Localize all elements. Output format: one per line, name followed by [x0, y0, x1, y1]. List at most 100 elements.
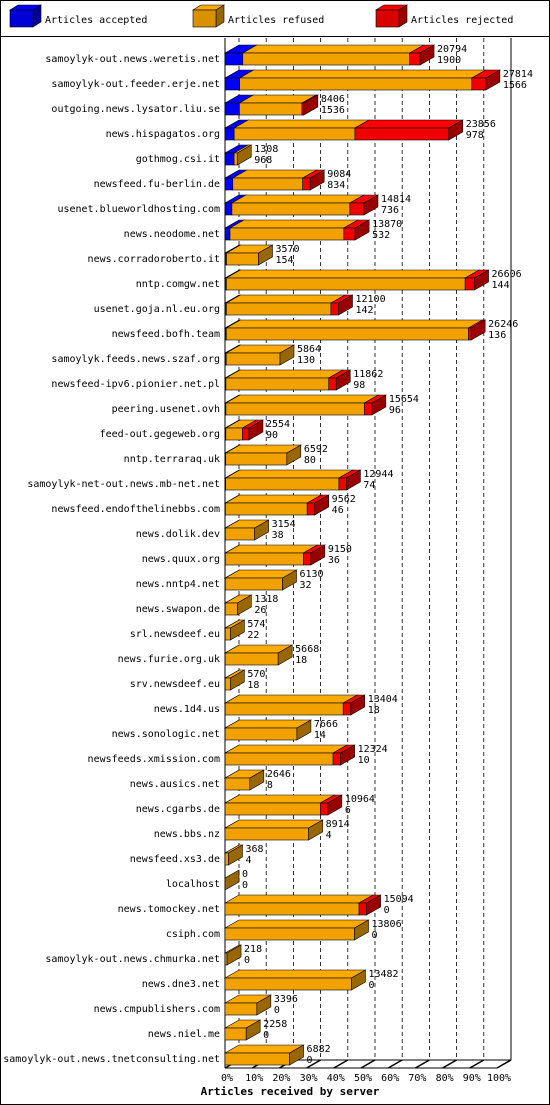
bar-top: [224, 544, 319, 554]
bar-segment: [224, 977, 352, 991]
total-label: 3154: [272, 519, 296, 530]
accepted-label: 98: [353, 380, 365, 391]
tick-mark: [306, 1059, 321, 1069]
bar-segment: [358, 902, 367, 916]
bar-segment: [224, 677, 231, 691]
bar-top: [353, 119, 464, 129]
x-tick-label: 50%: [354, 1073, 372, 1084]
y-tick-label: news.dne3.net: [142, 979, 220, 990]
y-tick-label: news.cgarbs.de: [136, 804, 220, 815]
bar-side: [254, 519, 269, 541]
bar-side: [258, 244, 273, 266]
bar-segment: [224, 102, 240, 116]
bar-top: [225, 319, 484, 329]
x-tick-label: 40%: [327, 1073, 345, 1084]
total-label: 13870: [372, 219, 402, 230]
bar-side: [289, 1044, 304, 1066]
bar-side: [230, 669, 245, 691]
accepted-label: 96: [389, 405, 401, 416]
accepted-label: 532: [372, 230, 390, 241]
bar-side: [277, 644, 293, 666]
bar-segment: [224, 1052, 290, 1066]
bar-segment: [224, 952, 228, 966]
bar-top: [224, 494, 323, 504]
bar-segment: [225, 577, 283, 591]
bar-side: [236, 144, 252, 166]
y-tick-label: srl.newsdeef.eu: [130, 629, 220, 640]
bar-segment: [468, 327, 472, 341]
bar-segment: [233, 127, 356, 141]
bar-segment: [224, 702, 344, 716]
legend-label: Articles refused: [228, 15, 324, 26]
total-label: 6130: [299, 569, 323, 580]
bar-side: [366, 894, 381, 916]
y-tick-label: news.tomockey.net: [118, 904, 220, 915]
accepted-label: 26: [254, 605, 266, 616]
x-axis-title: Articles received by server: [201, 1085, 380, 1098]
y-tick-label: news.hispagatos.org: [106, 129, 220, 140]
y-tick-label: newsfeed-ipv6.pionier.net.pl: [51, 379, 220, 390]
accepted-label: 144: [492, 280, 510, 291]
accepted-label: 130: [297, 355, 315, 366]
bar-segment: [224, 627, 231, 641]
bar-side: [354, 219, 370, 241]
total-label: 26246: [488, 319, 518, 330]
accepted-label: 736: [381, 205, 399, 216]
bar-side: [363, 194, 379, 216]
accepted-label: 10: [358, 755, 370, 766]
y-tick-label: csiph.com: [166, 929, 220, 940]
y-tick-label: news.dolik.dev: [136, 529, 220, 540]
bar-segment: [302, 177, 311, 191]
y-tick-label: news.neodome.net: [124, 229, 220, 240]
total-label: 6592: [304, 444, 328, 455]
bar-side: [226, 944, 242, 966]
total-label: 9150: [328, 544, 352, 555]
bar-segment: [225, 502, 308, 516]
bar-segment: [225, 402, 365, 416]
y-tick-label: usenet.goja.nl.eu.org: [94, 304, 220, 315]
x-tick-label: 70%: [408, 1073, 426, 1084]
y-tick-label: news.nntp4.net: [136, 579, 220, 590]
bar-segment: [225, 527, 255, 541]
bar-segment: [224, 777, 251, 791]
bar-segment: [242, 427, 250, 441]
bar-segment: [225, 427, 243, 441]
total-label: 12324: [358, 744, 388, 755]
accepted-label: 46: [332, 505, 344, 516]
bar-side: [224, 869, 240, 891]
y-tick-label: news.furie.org.uk: [118, 654, 220, 665]
bar-segment: [224, 177, 234, 191]
bar-segment: [224, 152, 235, 166]
bar-segment: [224, 1027, 247, 1041]
bar-side: [256, 994, 272, 1016]
y-tick-label: news.cmpublishers.com: [94, 1004, 220, 1015]
bar-segment: [343, 227, 356, 241]
y-tick-label: news.ausics.net: [130, 779, 220, 790]
total-label: 6882: [307, 1044, 331, 1055]
bar-segment: [464, 277, 475, 291]
total-label: 2646: [267, 769, 291, 780]
bar-side: [474, 269, 489, 291]
tick-mark: [333, 1059, 349, 1069]
bar-top: [231, 169, 318, 179]
y-tick-label: feed-out.gegeweb.org: [100, 429, 220, 440]
bar-segment: [224, 902, 360, 916]
bar-side: [346, 469, 361, 491]
accepted-label: 0: [307, 1055, 313, 1066]
legend-label: Articles rejected: [411, 15, 513, 26]
total-label: 5668: [295, 644, 319, 655]
bar-segment: [225, 327, 469, 341]
bar-top: [224, 394, 380, 404]
accepted-label: 0: [263, 1030, 269, 1041]
tick-mark: [387, 1059, 403, 1069]
total-label: 23856: [466, 119, 496, 130]
bar-side: [245, 1019, 261, 1041]
tick-mark: [442, 1059, 457, 1069]
bar-side: [350, 694, 366, 716]
accepted-label: 8: [267, 780, 273, 791]
bar-segment: [224, 652, 279, 666]
y-tick-label: news.corradoroberto.it: [88, 254, 220, 265]
bar-segment: [224, 52, 244, 66]
bar-segment: [224, 127, 235, 141]
